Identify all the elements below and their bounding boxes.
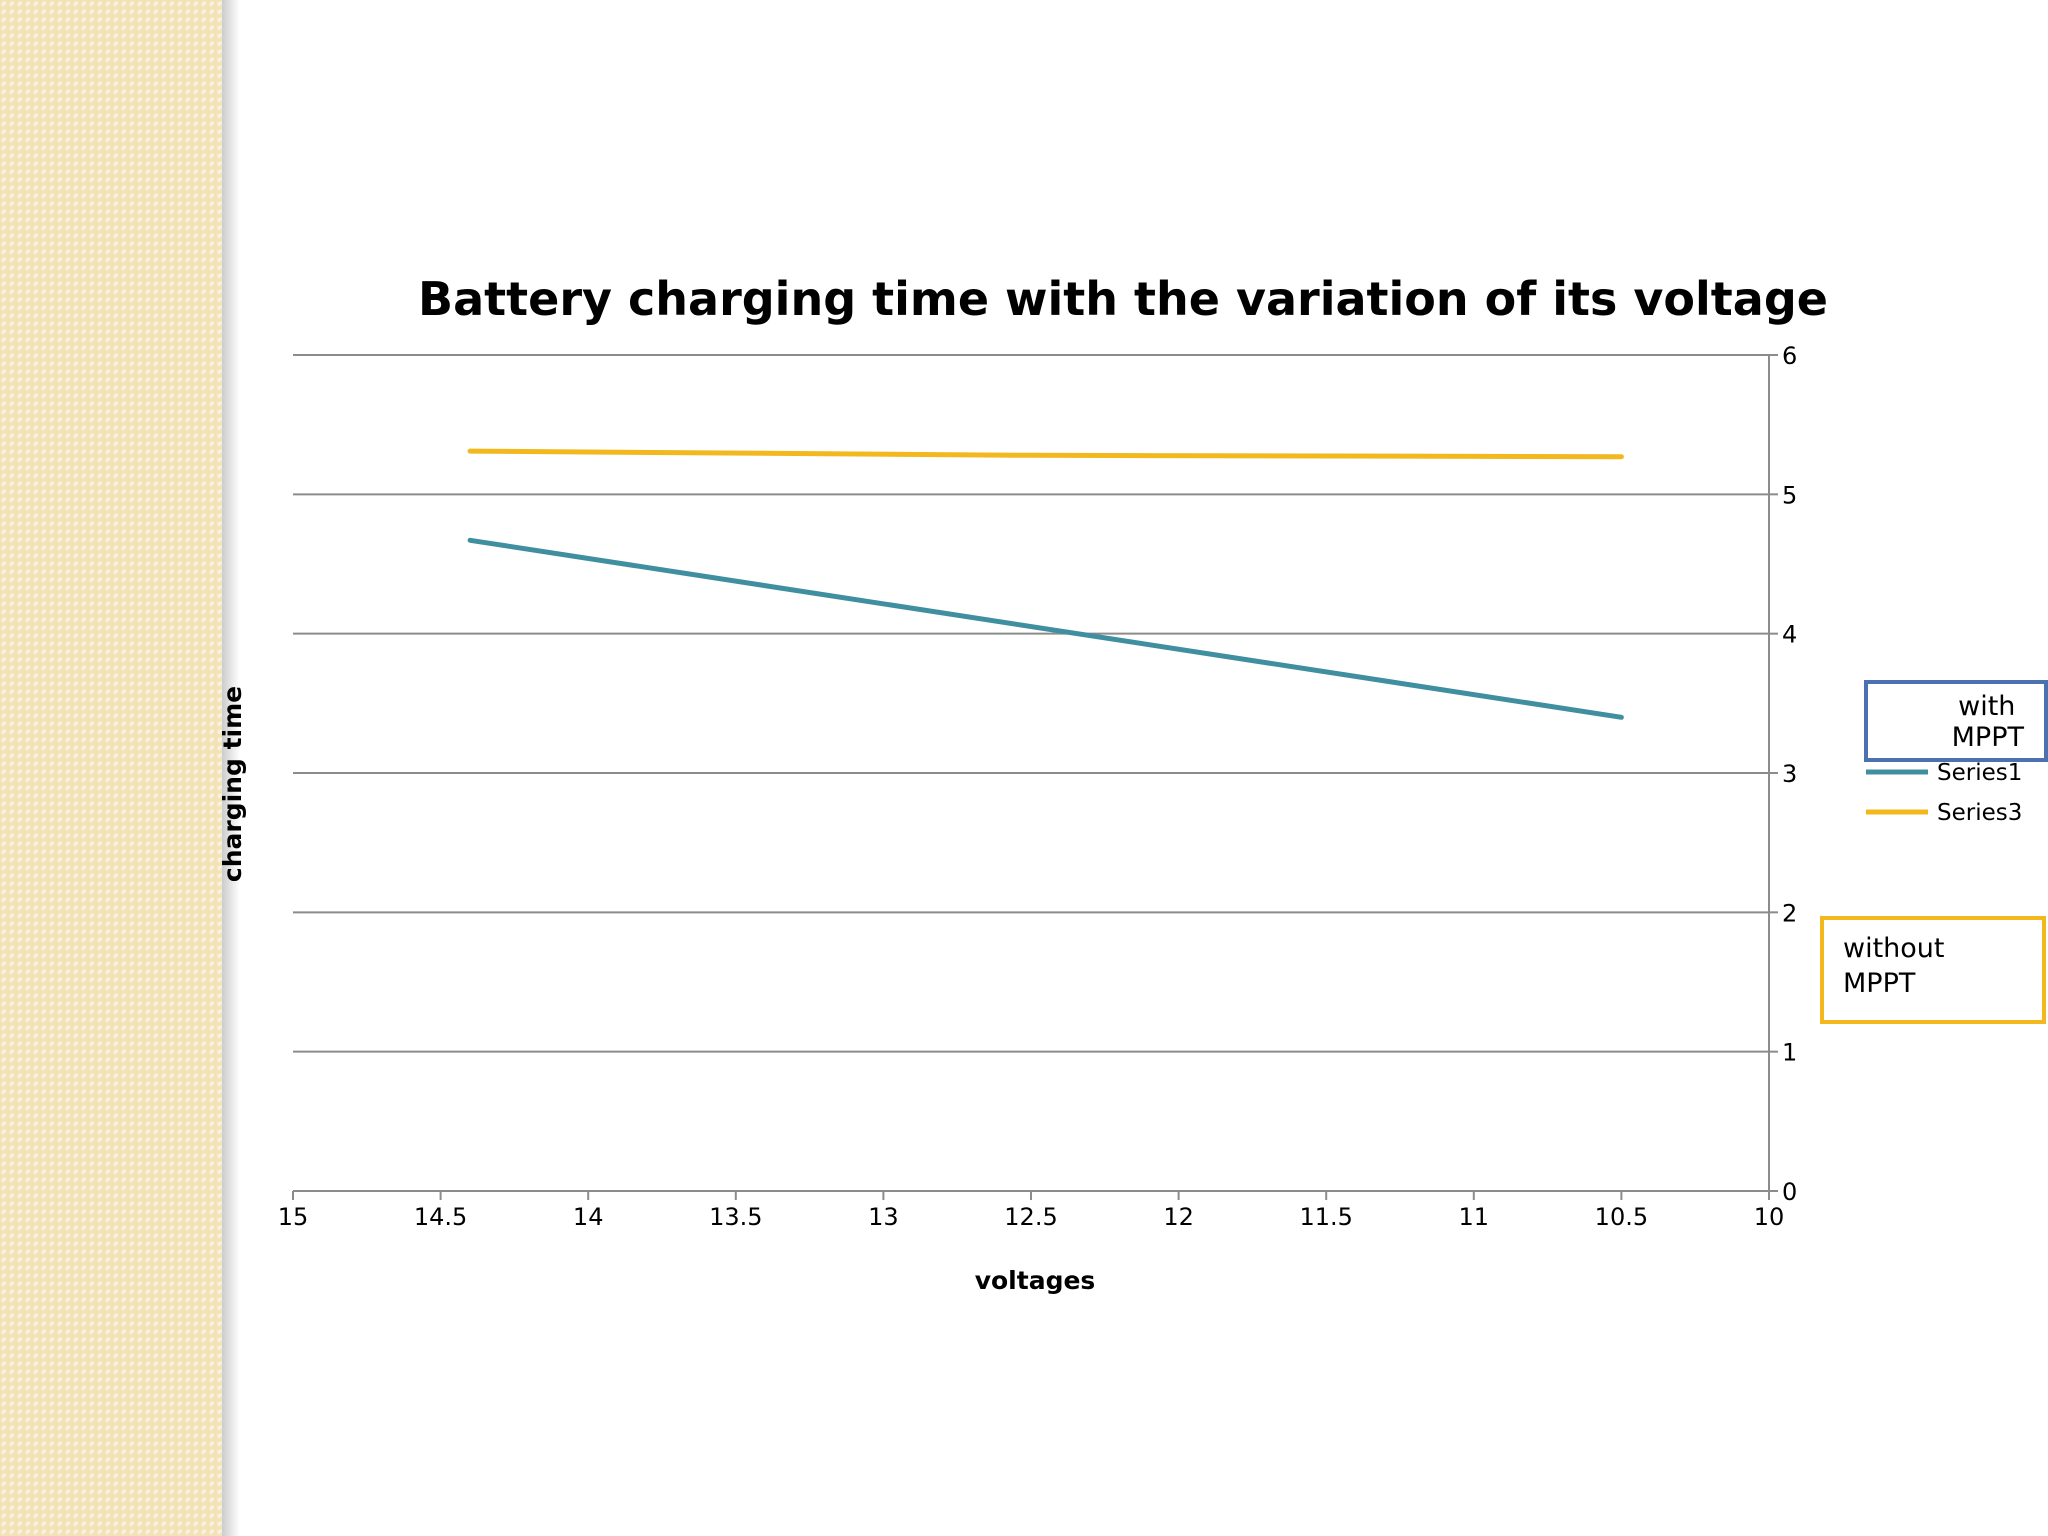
x-tick-label: 14: [573, 1203, 604, 1231]
x-axis-label: voltages: [975, 1266, 1096, 1295]
side-band-shadow: [222, 0, 240, 1536]
y-tick-label: 0: [1782, 1178, 1797, 1206]
y-tick-labels: 0 1 2 3 4 5 6: [1769, 342, 1797, 1206]
annotation-with-mppt: with MPPT: [1864, 680, 2048, 762]
annotation-without-mppt: without MPPT: [1820, 916, 2046, 1024]
x-tick-labels: 15 14.5 14 13.5 13 12.5 12 11.5 11 10.5 10: [278, 1191, 1785, 1231]
x-tick-label: 10: [1754, 1203, 1785, 1231]
annotation-with-mppt-text: with MPPT: [1952, 691, 2025, 753]
chart-title: Battery charging time with the variation…: [418, 272, 1828, 326]
y-tick-label: 3: [1782, 760, 1797, 788]
x-tick-label: 15: [278, 1203, 309, 1231]
x-tick-label: 11.5: [1299, 1203, 1352, 1231]
gridlines: [293, 354, 1769, 1192]
x-tick-label: 14.5: [414, 1203, 467, 1231]
y-tick-label: 4: [1782, 621, 1797, 649]
legend-label: Series1: [1937, 760, 2022, 786]
x-tick-label: 10.5: [1595, 1203, 1648, 1231]
x-tick-label: 13: [868, 1203, 899, 1231]
x-tick-label: 12: [1163, 1203, 1194, 1231]
x-tick-label: 11: [1459, 1203, 1490, 1231]
legend: Series1 Series3: [1866, 760, 2022, 826]
x-tick-label: 13.5: [709, 1203, 762, 1231]
x-tick-label: 12.5: [1004, 1203, 1057, 1231]
y-tick-label: 1: [1782, 1039, 1797, 1067]
y-tick-label: 2: [1782, 899, 1797, 927]
annotation-without-mppt-box: [1820, 916, 2046, 1024]
series-line-series3: [467, 448, 1624, 460]
y-axis-label: charging time: [218, 686, 247, 882]
y-tick-label: 5: [1782, 481, 1797, 509]
annotation-with-mppt-box: [1864, 680, 2048, 762]
series-line-series1: [467, 537, 1624, 720]
legend-label: Series3: [1937, 800, 2022, 826]
y-tick-label: 6: [1782, 342, 1797, 370]
series-lines: [467, 448, 1624, 720]
decorative-side-band: [0, 0, 222, 1536]
annotation-without-mppt-text: without MPPT: [1843, 933, 1953, 999]
